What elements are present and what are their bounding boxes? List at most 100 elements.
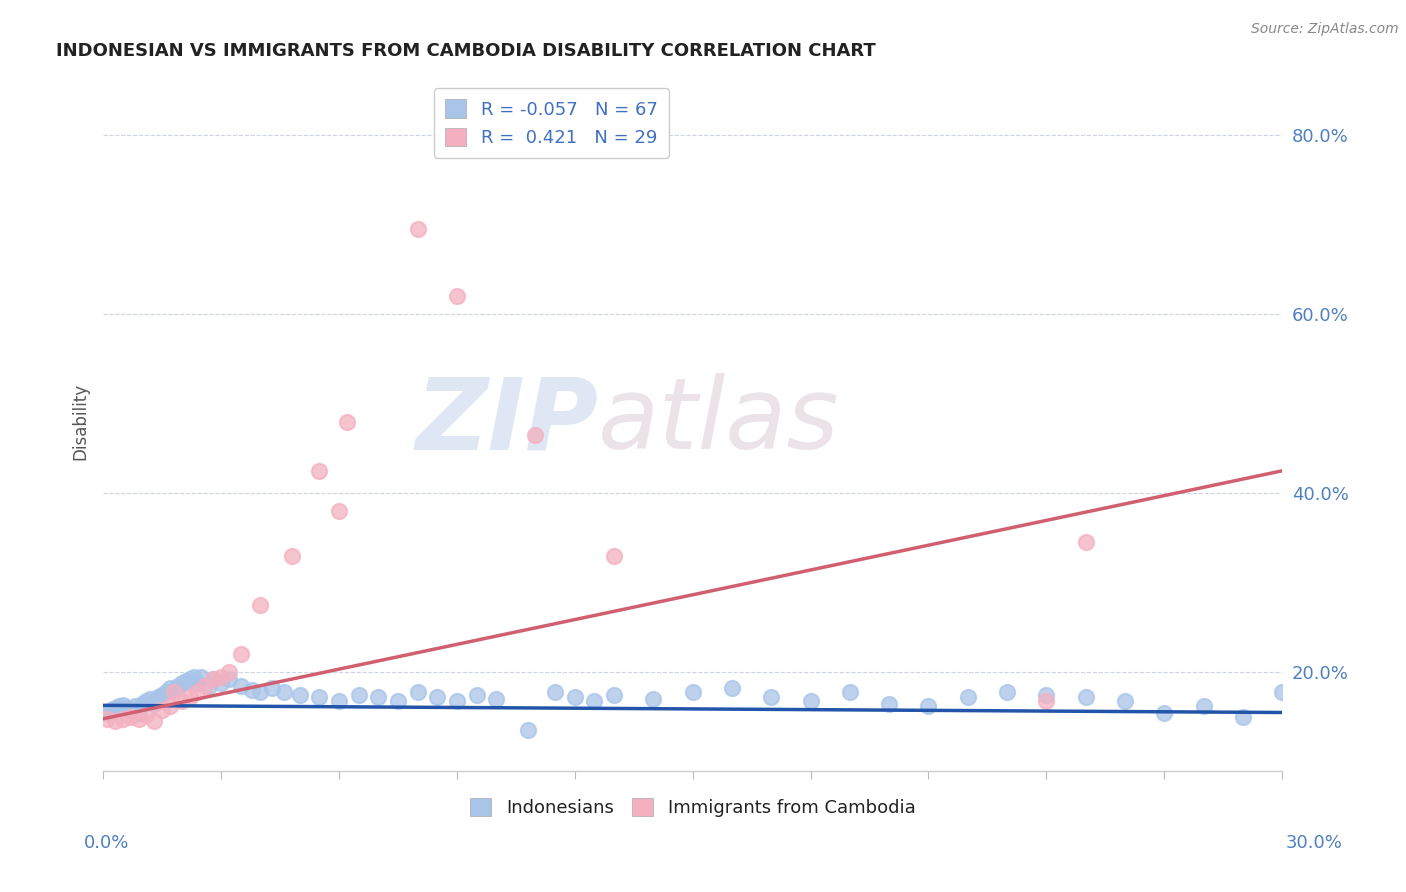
Point <box>838 685 860 699</box>
Point <box>183 670 205 684</box>
Point <box>194 679 217 693</box>
Point <box>564 690 586 705</box>
Point <box>115 701 138 715</box>
Y-axis label: Disability: Disability <box>72 383 89 460</box>
Point <box>96 712 118 726</box>
Text: INDONESIAN VS IMMIGRANTS FROM CAMBODIA DISABILITY CORRELATION CHART: INDONESIAN VS IMMIGRANTS FROM CAMBODIA D… <box>56 42 876 60</box>
Point <box>406 222 429 236</box>
Point <box>111 698 134 713</box>
Text: 0.0%: 0.0% <box>84 834 129 852</box>
Point <box>174 674 197 689</box>
Point <box>150 703 173 717</box>
Point <box>242 683 264 698</box>
Point <box>426 690 449 705</box>
Point <box>603 688 626 702</box>
Point <box>163 685 186 699</box>
Point <box>179 673 201 687</box>
Point <box>166 679 188 693</box>
Point <box>186 685 208 699</box>
Point <box>446 289 468 303</box>
Point <box>96 706 118 720</box>
Point <box>721 681 744 696</box>
Point <box>143 714 166 729</box>
Text: ZIP: ZIP <box>415 373 599 470</box>
Point <box>1232 710 1254 724</box>
Point <box>143 697 166 711</box>
Point <box>163 683 186 698</box>
Point <box>150 688 173 702</box>
Point <box>544 685 567 699</box>
Point <box>465 688 488 702</box>
Text: Source: ZipAtlas.com: Source: ZipAtlas.com <box>1251 22 1399 37</box>
Point <box>159 681 181 696</box>
Point <box>308 464 330 478</box>
Point <box>249 685 271 699</box>
Point <box>800 694 823 708</box>
Point <box>179 690 201 705</box>
Point <box>288 688 311 702</box>
Point <box>111 712 134 726</box>
Point <box>249 598 271 612</box>
Point <box>281 549 304 563</box>
Point <box>202 673 225 687</box>
Point <box>1074 535 1097 549</box>
Point <box>761 690 783 705</box>
Point <box>120 710 142 724</box>
Point <box>198 679 221 693</box>
Legend: Indonesians, Immigrants from Cambodia: Indonesians, Immigrants from Cambodia <box>463 790 922 824</box>
Point <box>131 697 153 711</box>
Point <box>1271 685 1294 699</box>
Point <box>124 699 146 714</box>
Point <box>682 685 704 699</box>
Point <box>120 703 142 717</box>
Point <box>406 685 429 699</box>
Point <box>387 694 409 708</box>
Point <box>367 690 389 705</box>
Point <box>328 504 350 518</box>
Point <box>128 712 150 726</box>
Point <box>262 681 284 696</box>
Point <box>1035 694 1057 708</box>
Point <box>516 723 538 738</box>
Point <box>170 694 193 708</box>
Point <box>190 670 212 684</box>
Point <box>104 701 127 715</box>
Point <box>1192 699 1215 714</box>
Text: 30.0%: 30.0% <box>1286 834 1343 852</box>
Point <box>128 706 150 720</box>
Point <box>229 679 252 693</box>
Point <box>603 549 626 563</box>
Point <box>159 699 181 714</box>
Point <box>485 692 508 706</box>
Point <box>209 670 232 684</box>
Point <box>273 685 295 699</box>
Point <box>135 694 157 708</box>
Point <box>202 673 225 687</box>
Point <box>1153 706 1175 720</box>
Point <box>308 690 330 705</box>
Point <box>218 673 240 687</box>
Point <box>583 694 606 708</box>
Point <box>347 688 370 702</box>
Point <box>229 648 252 662</box>
Point <box>328 694 350 708</box>
Point <box>956 690 979 705</box>
Point <box>155 685 177 699</box>
Point <box>209 676 232 690</box>
Point <box>995 685 1018 699</box>
Point <box>139 692 162 706</box>
Point <box>218 665 240 680</box>
Point <box>1035 688 1057 702</box>
Point <box>170 676 193 690</box>
Point <box>524 428 547 442</box>
Point <box>1074 690 1097 705</box>
Point <box>146 690 169 705</box>
Point <box>108 699 131 714</box>
Point <box>917 699 939 714</box>
Point <box>186 676 208 690</box>
Text: atlas: atlas <box>599 373 839 470</box>
Point <box>135 708 157 723</box>
Point <box>336 415 359 429</box>
Point <box>1114 694 1136 708</box>
Point <box>643 692 665 706</box>
